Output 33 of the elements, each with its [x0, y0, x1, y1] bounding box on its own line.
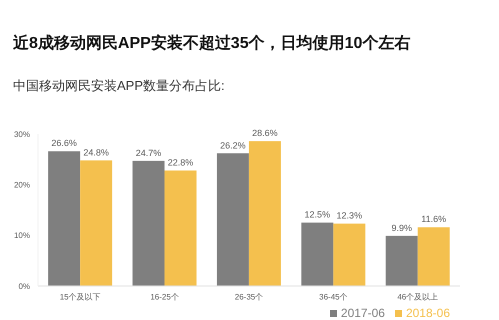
x-tick-label: 15个及以下: [60, 292, 101, 302]
legend-label: 2017-06: [340, 306, 385, 320]
bar: [248, 141, 281, 286]
bar: [216, 153, 249, 286]
bar: [48, 151, 80, 286]
bar: [418, 227, 450, 286]
chart-title: 近8成移动网民APP安装不超过35个，日均使用10个左右: [13, 33, 410, 54]
bar: [132, 160, 165, 286]
data-label: 22.8%: [168, 157, 194, 168]
data-label: 28.6%: [252, 128, 278, 138]
chart-subtitle: 中国移动网民安装APP数量分布占比:: [13, 77, 225, 95]
legend-label: 2018-06: [406, 306, 450, 320]
y-tick-label: 20%: [14, 180, 30, 190]
x-tick-label: 36-45个: [319, 292, 348, 302]
bar: [80, 160, 112, 286]
bar: [301, 222, 334, 286]
bar: [386, 236, 418, 286]
y-tick-label: 30%: [14, 130, 30, 139]
data-label: 12.5%: [304, 210, 330, 220]
bar: [333, 224, 366, 286]
data-label: 12.3%: [336, 210, 362, 221]
x-tick-label: 46个及以上: [397, 292, 438, 302]
data-label: 26.2%: [220, 140, 246, 150]
data-label: 24.7%: [136, 148, 162, 158]
data-label: 9.9%: [391, 222, 412, 233]
data-label: 11.6%: [421, 214, 446, 224]
bar: [164, 170, 197, 286]
y-tick-label: 10%: [14, 231, 30, 240]
data-label: 24.8%: [83, 147, 109, 158]
y-tick-label: 0%: [18, 282, 30, 291]
x-tick-label: 26-35个: [234, 292, 264, 302]
data-label: 26.6%: [51, 138, 77, 148]
x-tick-label: 16-25个: [150, 292, 179, 302]
